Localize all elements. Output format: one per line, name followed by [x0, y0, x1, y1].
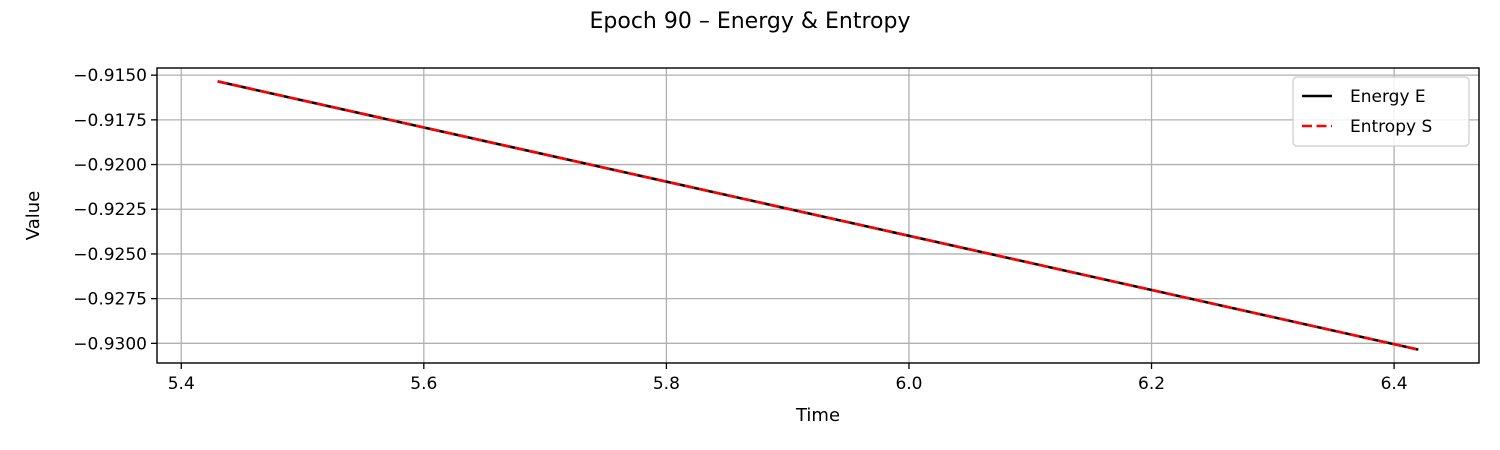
legend-label-entropy-s: Entropy S	[1350, 117, 1432, 137]
y-tick-label: −0.9275	[73, 290, 147, 310]
x-tick-label: 5.6	[410, 374, 437, 394]
x-tick-label: 5.8	[653, 374, 680, 394]
x-tick-label: 6.0	[895, 374, 922, 394]
series-layer	[217, 80, 1419, 351]
legend-label-energy-e: Energy E	[1350, 87, 1426, 107]
y-tick-label: −0.9175	[73, 111, 147, 131]
x-tick-label: 5.4	[168, 374, 195, 394]
x-tick-label: 6.4	[1381, 374, 1408, 394]
x-tick-label: 6.2	[1138, 374, 1165, 394]
legend: Energy E Entropy S	[1292, 76, 1470, 147]
plot-area-frame	[156, 67, 1480, 364]
series-line-entropy-s	[217, 80, 1419, 351]
y-tick-label: −0.9225	[73, 200, 147, 220]
legend-box	[1292, 76, 1470, 147]
y-axis-title: Value	[23, 191, 44, 240]
x-axis-title: Time	[795, 405, 840, 426]
y-tick-label: −0.9300	[73, 334, 147, 354]
y-tick-label: −0.9150	[73, 66, 147, 86]
chart-title: Epoch 90 – Energy & Entropy	[590, 9, 911, 34]
axis-ticks: 5.4 5.6 5.8 6.0 6.2 6.4 −0.9150 −0.9175 −0.9200 −…	[73, 66, 1407, 394]
y-tick-label: −0.9250	[73, 245, 147, 265]
y-tick-label: −0.9200	[73, 156, 147, 176]
